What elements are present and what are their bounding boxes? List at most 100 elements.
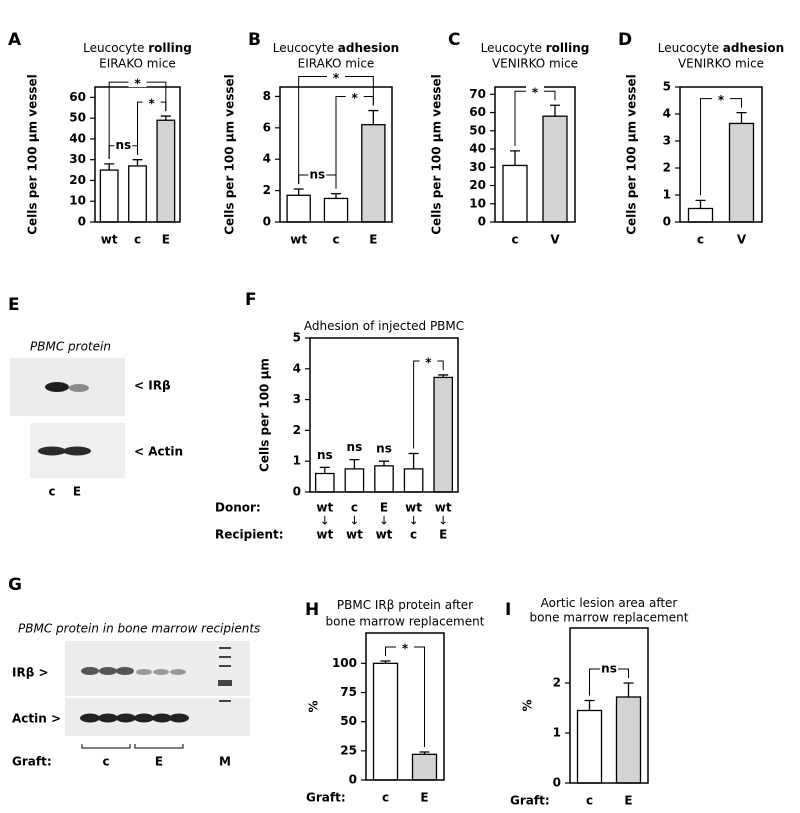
panel-label: H xyxy=(305,600,319,620)
blot-band xyxy=(80,713,100,723)
chart-title: Aortic lesion area after xyxy=(541,596,678,610)
y-tick-label: 0 xyxy=(553,776,561,790)
y-tick-label: 4 xyxy=(263,152,271,166)
lane-label: E xyxy=(155,755,163,769)
chart-title: Leucocyte adhesion xyxy=(658,41,784,55)
blot-band xyxy=(63,446,91,456)
significance: * xyxy=(134,77,141,91)
chart: C Leucocyte rolling VENIRKO mice Cells per … xyxy=(430,30,590,247)
recipient-label: wt xyxy=(316,528,333,542)
blot-caption: PBMC protein xyxy=(30,340,111,354)
error-bar xyxy=(584,699,595,711)
x-tick-label: E xyxy=(624,794,632,808)
title-bold: adhesion xyxy=(338,41,399,55)
row-label: Graft: xyxy=(306,791,346,805)
significance: ns xyxy=(317,448,333,462)
significance: ns xyxy=(115,138,131,152)
error-bar xyxy=(132,159,143,166)
bar xyxy=(372,662,399,781)
x-tick-label: c xyxy=(586,794,593,808)
panel-label: B xyxy=(248,30,261,50)
bar xyxy=(403,468,424,493)
bar xyxy=(615,696,642,784)
error-bar xyxy=(104,163,115,171)
row-label: Graft: xyxy=(510,794,550,808)
ladder-band xyxy=(219,665,231,667)
title-text: Leucocyte xyxy=(83,41,144,55)
y-tick-label: 0 xyxy=(349,773,357,787)
marker-ladder xyxy=(218,647,232,702)
row-label: Recipient: xyxy=(215,528,284,542)
arrow: ↓ xyxy=(438,514,448,528)
bar xyxy=(542,115,568,223)
y-tick-label: 50 xyxy=(69,111,86,125)
error-bar xyxy=(550,104,560,117)
error-bar xyxy=(623,682,634,697)
label-backing xyxy=(600,662,618,674)
panel-label: G xyxy=(8,575,22,595)
y-tick-label: 4 xyxy=(663,107,671,121)
chart-subtitle: bone marrow replacement xyxy=(530,611,689,625)
blot-e: E PBMC protein < IRβ < Actin c E xyxy=(8,295,183,499)
y-tick-label: 70 xyxy=(469,87,486,101)
x-tick-label: V xyxy=(737,233,747,247)
error-bar xyxy=(160,115,171,121)
y-tick-label: 1 xyxy=(553,726,561,740)
panel-label: I xyxy=(505,600,511,620)
chart-title: Adhesion of injected PBMC xyxy=(304,319,464,333)
label-backing xyxy=(327,69,345,82)
error-bar xyxy=(379,460,389,466)
significance: * xyxy=(402,642,409,656)
y-tick-label: 8 xyxy=(263,89,271,103)
y-tick-label: 50 xyxy=(340,714,357,728)
title-bold: rolling xyxy=(148,41,192,55)
donor-label: wt xyxy=(316,501,333,515)
bar xyxy=(502,164,528,223)
plot-frame xyxy=(679,86,763,223)
significance: ns xyxy=(309,168,325,182)
title-text: PBMC IRβ protein after xyxy=(337,598,473,612)
bar xyxy=(323,197,349,223)
title-text: Leucocyte xyxy=(481,41,542,55)
plot-frame xyxy=(309,337,459,493)
error-bar xyxy=(293,188,304,196)
chart: F Adhesion of injected PBMC Cells per 100 … xyxy=(215,290,464,542)
lane-label: E xyxy=(73,485,81,499)
blot-band xyxy=(116,667,134,675)
y-tick-label: 100 xyxy=(332,656,357,670)
title-text: Aortic lesion area after xyxy=(541,596,678,610)
donor-label: E xyxy=(380,501,388,515)
blot-band xyxy=(170,669,186,675)
y-axis-label: Cells per 100 μm vessel xyxy=(26,74,40,235)
y-tick-label: 0 xyxy=(663,215,671,229)
blot-band xyxy=(98,713,118,723)
chart: A Leucocyte rolling EIRAKO mice Cells per 1… xyxy=(8,30,192,247)
significance: ns xyxy=(601,662,617,676)
chart: H PBMC IRβ protein after bone marrow repla… xyxy=(305,598,485,805)
x-tick-label: c xyxy=(697,233,704,247)
y-tick-label: 6 xyxy=(263,120,271,134)
blot-band xyxy=(81,667,99,675)
y-tick-label: 0 xyxy=(263,215,271,229)
y-tick-label: 1 xyxy=(293,454,301,468)
title-text: Adhesion of injected PBMC xyxy=(304,319,464,333)
arrow: ↓ xyxy=(349,514,359,528)
bar xyxy=(687,207,714,223)
x-tick-label: wt xyxy=(290,233,307,247)
y-tick-label: 10 xyxy=(69,194,86,208)
label-backing xyxy=(712,91,730,104)
y-tick-label: 10 xyxy=(469,196,486,210)
bar xyxy=(314,472,335,493)
chart: B Leucocyte adhesion EIRAKO mice Cells per … xyxy=(223,30,400,247)
title-text: Leucocyte xyxy=(658,41,719,55)
error-bar xyxy=(319,466,330,474)
title-text: Leucocyte xyxy=(273,41,334,55)
x-tick-label: E xyxy=(162,233,170,247)
lane-label: c xyxy=(48,485,55,499)
row-label: Graft: xyxy=(12,755,52,769)
panel-label: E xyxy=(8,295,20,315)
title-bold: adhesion xyxy=(723,41,784,55)
label-backing xyxy=(128,75,147,88)
y-tick-label: 0 xyxy=(78,215,86,229)
